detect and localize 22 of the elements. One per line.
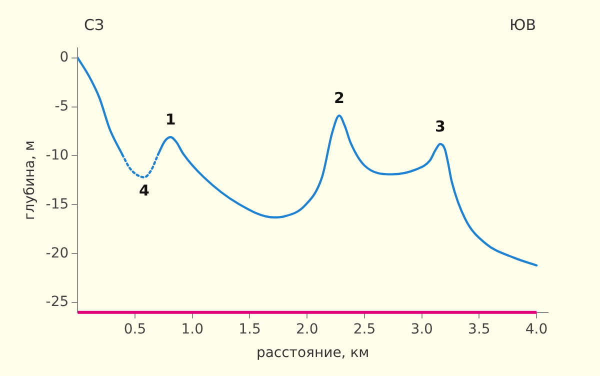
annotation: 1 [165, 110, 176, 129]
y-tick-label: -10 [46, 147, 69, 164]
text: СЗ [84, 16, 104, 34]
x-tick-label: 4.0 [525, 321, 548, 338]
annotation: 3 [434, 117, 446, 136]
x-tick-label: 3.0 [410, 321, 433, 338]
annotation: 4 [138, 182, 150, 200]
x-tick-label: 3.5 [468, 321, 490, 338]
y-axis-title: глубина, м [22, 140, 38, 220]
x-tick-label: 0.5 [124, 321, 146, 338]
y-tick-label: -15 [46, 196, 69, 212]
y-tick-label: -25 [46, 294, 69, 310]
y-tick-label: -5 [54, 98, 69, 114]
x-tick-label: 2.5 [353, 321, 376, 338]
y-tick-label: -20 [46, 245, 69, 262]
y-tick-label: 0 [60, 49, 69, 66]
x-tick-label: 1.5 [238, 321, 261, 338]
text: ЮВ [510, 16, 536, 34]
x-tick-label: 2.0 [296, 321, 318, 338]
x-tick-label: 1.0 [181, 321, 204, 338]
annotation: 2 [334, 88, 344, 107]
x-axis-title: расстояние, км [256, 345, 370, 362]
